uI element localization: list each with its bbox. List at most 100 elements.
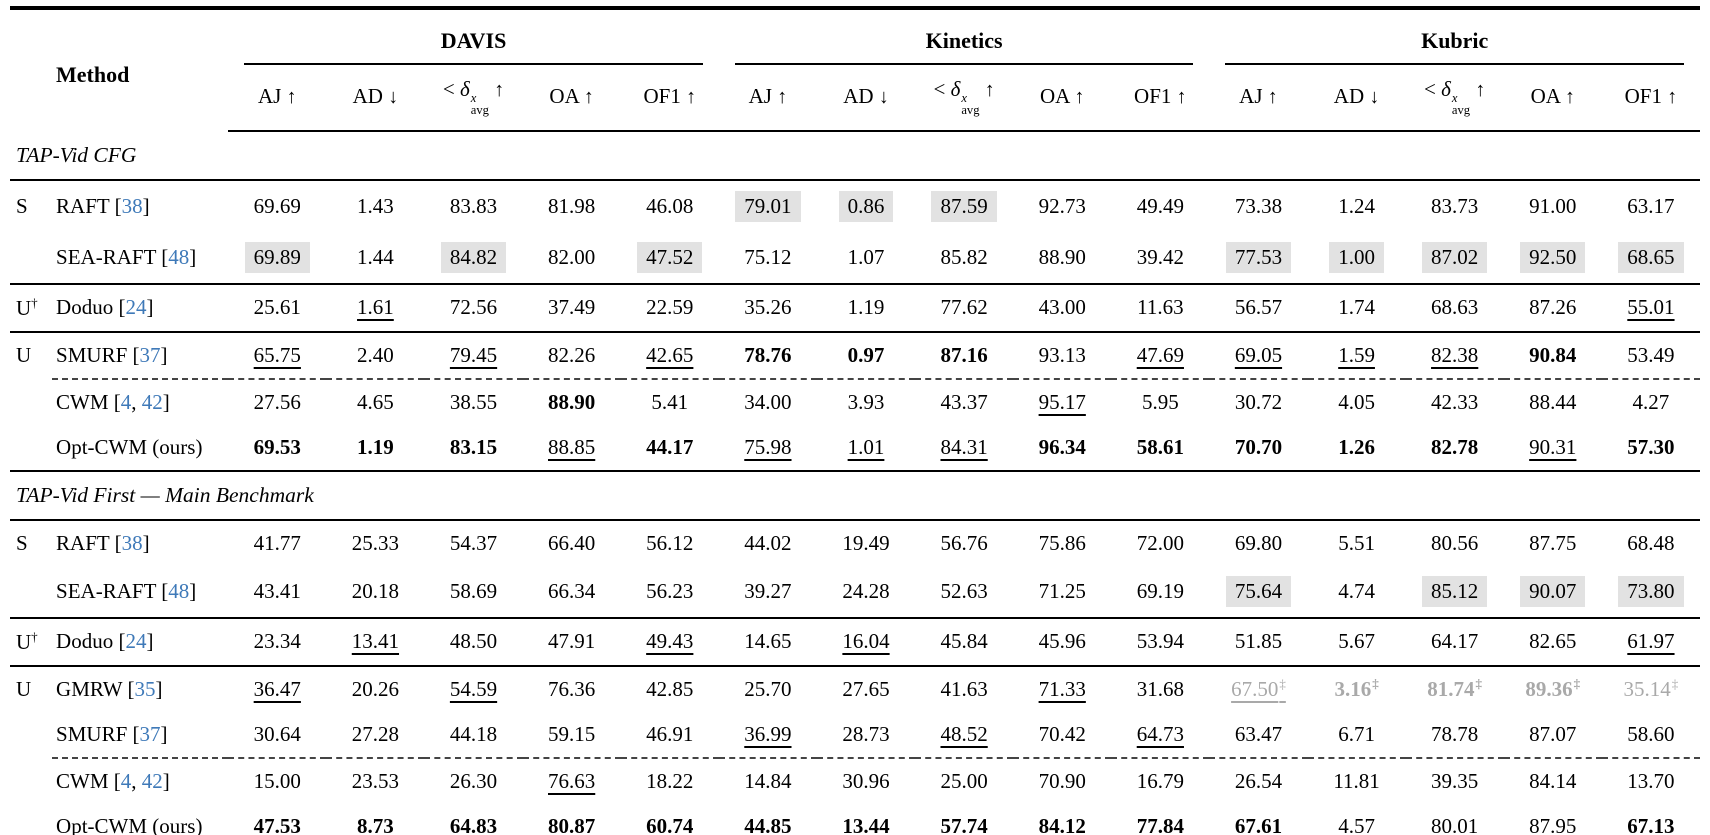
metric-value: 45.84 [940,629,988,654]
metric-value: 87.16 [940,342,988,367]
arrow-icon: ↓ [1369,86,1380,109]
section-title: TAP-Vid First — Main Benchmark [10,469,1700,521]
table-cell: 47.53 [228,804,326,835]
metric-value: 58.60 [1627,721,1675,746]
metric-value: 1.44 [357,244,394,269]
citation-link[interactable]: 48 [168,578,190,603]
metric-value: 39.27 [744,578,792,603]
citation-bracket: [ [132,342,140,367]
table-cell: 75.12 [719,232,817,284]
table-cell: 78.78 [1406,712,1504,758]
metric-value: 79.45 [449,342,498,367]
metric-value: 26.30 [449,768,498,793]
citation-link[interactable]: 24 [125,629,147,654]
metric-label: OA ↑ [1530,84,1575,109]
double-dagger-icon: ‡ [1475,675,1483,691]
table-cell: 90.07 [1504,566,1602,618]
table-cell: 0.97 [816,330,916,379]
method-name: Opt-CWM (ours) [56,434,203,459]
metric-value: 4.65 [357,389,394,414]
citation-link[interactable]: 38 [121,193,143,218]
table-cell: 72.00 [1111,520,1209,566]
table-cell: 5.51 [1308,520,1406,566]
method-cell: Doduo [24] [52,616,229,666]
citation-link[interactable]: 24 [125,295,147,320]
table-cell: 87.02 [1406,232,1504,284]
table-cell: 67.13 [1602,804,1700,835]
table-row: S RAFT [38] 41.77 25.33 54.37 66.40 56.12 44.02… [10,520,1700,566]
metric-value: 14.65 [744,629,792,654]
table-cell: 73.38 [1209,180,1307,232]
table-cell: 41.63 [915,664,1014,712]
table-cell: 4.27 [1601,377,1700,425]
table-cell: 71.33 [1013,664,1112,712]
section-title: TAP-Vid CFG [10,130,1700,181]
citation-link[interactable]: 42 [141,389,163,414]
table-row: U SMURF [37] 65.75 2.40 79.45 82.26 42.65 78.76… [10,330,1700,379]
citation-bracket: [ [113,768,121,793]
metric-label: AJ ↑ [258,84,297,109]
table-cell: 83.15 [424,425,522,471]
metric-label-delta: < δ x avg ↑ [442,77,505,117]
metric-value: 77.53 [1225,241,1292,273]
citation-link[interactable]: 4 [120,768,132,793]
arrow-icon: ↑ [1475,79,1486,101]
citation-link[interactable]: 37 [139,721,161,746]
table-cell: 1.44 [326,232,424,284]
table-cell: 49.43 [620,616,719,666]
metric-value: 13.41 [351,629,400,654]
metric-value: 20.18 [351,578,400,603]
metric-value: 25.33 [351,530,400,555]
supervision-group-label: U† [10,616,53,666]
table-cell: 53.49 [1601,330,1700,379]
metric-value: 87.07 [1529,721,1577,746]
metric-value: 95.17 [1038,389,1086,414]
metric-column-header: AJ ↑ [1209,65,1308,132]
table-cell: 67.61 [1209,804,1307,835]
citation-link[interactable]: 35 [134,676,156,701]
metric-label: OA ↑ [1040,84,1085,109]
table-cell: 96.34 [1013,425,1111,471]
table-cell: 78.76 [718,330,817,379]
citation-link[interactable]: 38 [121,530,143,555]
table-cell: 5.67 [1307,616,1406,666]
metric-value: 1.61 [357,295,394,320]
table-cell: 57.74 [915,804,1013,835]
table-cell: 8.73 [326,804,424,835]
metric-value: 84.12 [1038,813,1086,835]
table-cell: 53.94 [1111,616,1210,666]
metric-value: 3.16‡ [1334,675,1379,701]
metric-value: 69.05 [1234,342,1283,367]
citation-link[interactable]: 37 [139,342,161,367]
metric-value: 44.85 [744,813,792,835]
metric-value: 4.05 [1338,389,1375,414]
table-cell: 5.41 [620,377,719,425]
table-cell: 49.49 [1111,180,1209,232]
citation-link[interactable]: 42 [141,768,163,793]
table-cell: 44.02 [719,520,817,566]
table-cell: 3.16‡ [1307,664,1406,712]
table-cell: 90.84 [1503,330,1602,379]
dataset-group-header: Kubric [1209,8,1700,65]
table-cell: 30.96 [816,756,916,804]
citation-link[interactable]: 4 [120,389,132,414]
metric-column-header: < δ x avg ↑ [915,65,1014,132]
metric-value: 11.63 [1137,295,1184,320]
metric-value: 96.34 [1038,434,1086,459]
metric-label: AD ↓ [352,84,399,109]
table-cell: 56.76 [915,520,1013,566]
table-cell: 61.97 [1601,616,1700,666]
double-dagger-icon: ‡ [1573,675,1581,691]
metric-value: 38.55 [449,389,498,414]
metric-value: 83.15 [449,434,498,459]
citation-link[interactable]: 48 [168,244,190,269]
metric-value: 69.19 [1136,578,1184,603]
arrow-icon: ↑ [1176,86,1187,109]
metric-column-header: < δ x avg ↑ [424,65,523,132]
table-cell: 69.89 [228,232,326,284]
metric-value: 30.96 [842,768,890,793]
metric-value: 75.98 [744,434,792,459]
metric-value: 5.67 [1338,629,1375,654]
metric-value: 92.73 [1038,193,1086,218]
